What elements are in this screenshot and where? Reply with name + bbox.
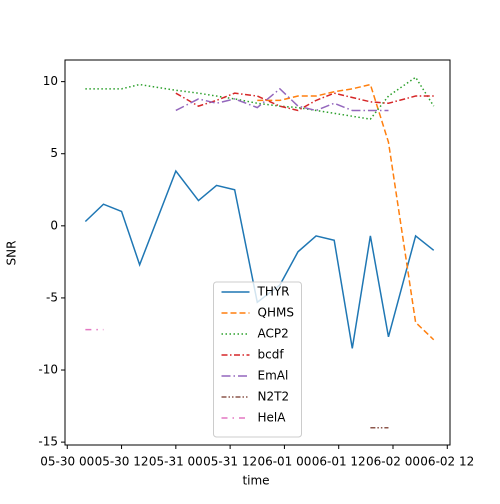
y-axis-label: SNR — [5, 241, 19, 266]
series-line — [175, 92, 434, 112]
series-line — [257, 83, 435, 341]
series-line — [85, 76, 435, 120]
series-line — [175, 87, 389, 112]
legend-box — [213, 281, 302, 438]
legend-label: bcdf — [258, 348, 285, 362]
legend-label: THYR — [257, 285, 290, 299]
x-tick-label: 05-31 00 — [149, 455, 203, 469]
x-tick-label: 05-30 00 — [40, 455, 94, 469]
x-tick-label: 06-01 12 — [312, 455, 366, 469]
legend-label: N2T2 — [258, 390, 290, 404]
plot-frame — [64, 59, 451, 446]
y-tick-label: 0 — [50, 218, 58, 232]
y-tick-label: 5 — [50, 146, 58, 160]
legend-label: HelA — [258, 411, 287, 425]
x-axis-label: time — [242, 474, 269, 488]
legend-label: EmAl — [258, 369, 289, 383]
y-tick-label: -10 — [38, 363, 58, 377]
x-tick-label: 06-02 12 — [420, 455, 474, 469]
x-tick-label: 06-02 00 — [366, 455, 420, 469]
y-tick-label: 10 — [43, 74, 58, 88]
x-tick-label: 05-31 12 — [203, 455, 257, 469]
x-tick-label: 06-01 00 — [257, 455, 311, 469]
y-tick-label: -5 — [46, 290, 58, 304]
x-tick-label: 05-30 12 — [95, 455, 149, 469]
legend-label: QHMS — [258, 306, 294, 320]
y-tick-label: -15 — [38, 435, 58, 449]
legend: THYR QHMS ACP2 bcdf EmAl N2T2 HelA — [213, 281, 302, 438]
legend-label: ACP2 — [258, 327, 289, 341]
